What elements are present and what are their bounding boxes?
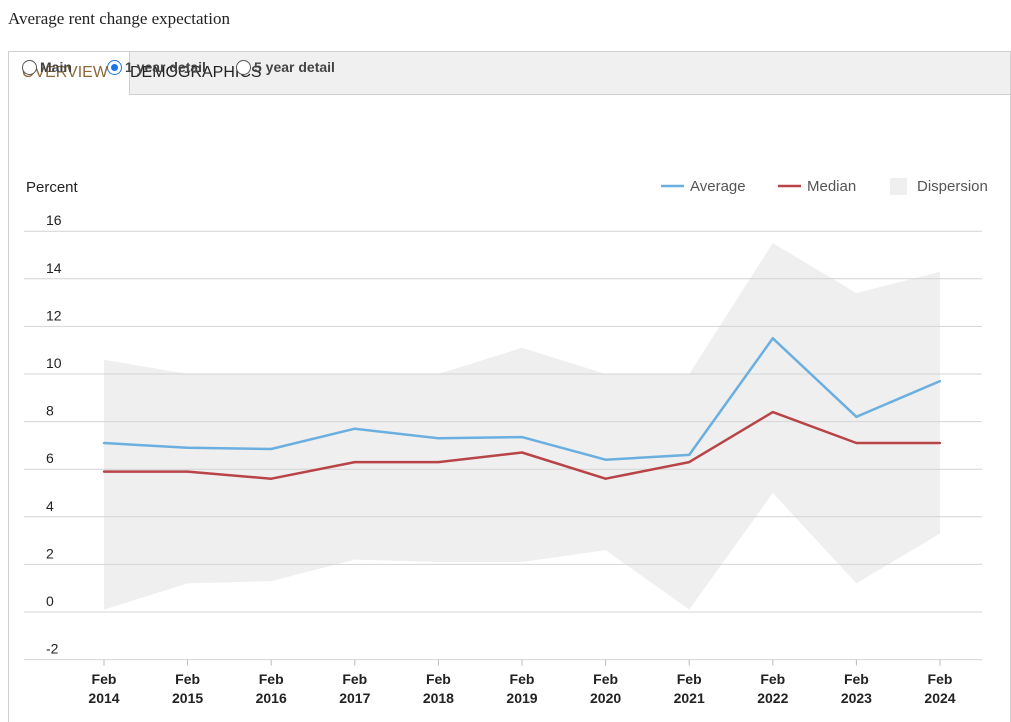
- y-tick-label: 12: [46, 307, 62, 323]
- median-point[interactable]: [270, 477, 273, 480]
- y-tick-label: 2: [46, 545, 54, 561]
- median-point[interactable]: [437, 460, 440, 464]
- x-tick-label-year: 2021: [674, 690, 705, 706]
- x-tick-label-year: 2018: [423, 690, 454, 706]
- average-point[interactable]: [353, 427, 356, 430]
- median-point[interactable]: [688, 460, 691, 464]
- chart-legend: Average Median Dispersion: [661, 178, 988, 195]
- radio-1-year-label: 1 year detail: [125, 59, 206, 75]
- x-tick-label-month: Feb: [342, 671, 367, 687]
- x-tick-label-month: Feb: [259, 671, 284, 687]
- x-tick-label-month: Feb: [426, 671, 451, 687]
- x-tick-label-month: Feb: [510, 671, 535, 687]
- x-tick-label-year: 2014: [88, 690, 119, 706]
- radio-1-year-detail[interactable]: 1 year detail: [107, 59, 206, 75]
- y-tick-label: 16: [46, 212, 62, 228]
- x-tick-label-year: 2017: [339, 690, 370, 706]
- x-tick-label-month: Feb: [175, 671, 200, 687]
- average-point[interactable]: [186, 446, 189, 449]
- radio-5-year-circle-icon[interactable]: [236, 60, 251, 75]
- legend-median-label[interactable]: Median: [807, 178, 856, 195]
- average-point[interactable]: [437, 437, 440, 440]
- y-tick-label: 4: [46, 498, 54, 514]
- radio-main-circle-icon[interactable]: [22, 60, 37, 75]
- y-tick-label: 0: [46, 593, 54, 609]
- radio-1-year-circle-icon[interactable]: [107, 60, 122, 75]
- x-tick-label-month: Feb: [928, 671, 953, 687]
- x-tick-label-year: 2023: [841, 690, 872, 706]
- x-tick-label-month: Feb: [677, 671, 702, 687]
- x-tick-label-year: 2020: [590, 690, 621, 706]
- legend-average-label[interactable]: Average: [690, 178, 746, 195]
- tab-bar: OVERVIEW DEMOGRAPHICS: [9, 52, 1010, 95]
- x-tick-label-year: 2022: [757, 690, 788, 706]
- x-tick-label-year: 2015: [172, 690, 203, 706]
- radio-5-year-detail[interactable]: 5 year detail: [236, 59, 335, 75]
- median-point[interactable]: [186, 470, 189, 473]
- dispersion-band: [104, 243, 940, 610]
- median-point[interactable]: [353, 460, 356, 464]
- median-point[interactable]: [938, 441, 942, 445]
- radio-main[interactable]: Main: [22, 59, 72, 75]
- tab-overview[interactable]: OVERVIEW: [9, 52, 130, 95]
- average-point[interactable]: [855, 415, 858, 419]
- median-point[interactable]: [855, 441, 858, 445]
- radio-main-label: Main: [40, 59, 72, 75]
- x-tick-label-month: Feb: [844, 671, 869, 687]
- average-point[interactable]: [688, 453, 691, 457]
- y-tick-label: 8: [46, 403, 54, 419]
- y-tick-label: -2: [46, 641, 59, 657]
- y-tick-label: 10: [46, 355, 62, 371]
- x-tick-label-month: Feb: [593, 671, 618, 687]
- x-tick-label-year: 2019: [506, 690, 537, 706]
- average-point[interactable]: [520, 435, 524, 439]
- x-tick-label-month: Feb: [92, 671, 117, 687]
- x-tick-label-year: 2024: [924, 690, 955, 706]
- average-point[interactable]: [270, 447, 273, 451]
- x-tick-label-year: 2016: [256, 690, 287, 706]
- average-point[interactable]: [938, 379, 942, 383]
- median-point[interactable]: [771, 410, 774, 414]
- median-point[interactable]: [520, 451, 524, 454]
- legend-dispersion-label[interactable]: Dispersion: [917, 178, 988, 195]
- page-title: Average rent change expectation: [8, 9, 230, 28]
- median-point[interactable]: [604, 477, 607, 480]
- average-point[interactable]: [771, 337, 774, 340]
- y-tick-label: 6: [46, 450, 54, 466]
- average-point[interactable]: [604, 458, 607, 461]
- radio-5-year-label: 5 year detail: [254, 59, 335, 75]
- legend-dispersion-swatch: [890, 178, 907, 195]
- tab-demographics[interactable]: DEMOGRAPHICS: [130, 64, 262, 81]
- y-axis-label: Percent: [26, 179, 79, 196]
- y-tick-label: 14: [46, 260, 62, 276]
- average-point[interactable]: [102, 441, 106, 445]
- median-point[interactable]: [102, 470, 106, 473]
- x-tick-label-month: Feb: [760, 671, 785, 687]
